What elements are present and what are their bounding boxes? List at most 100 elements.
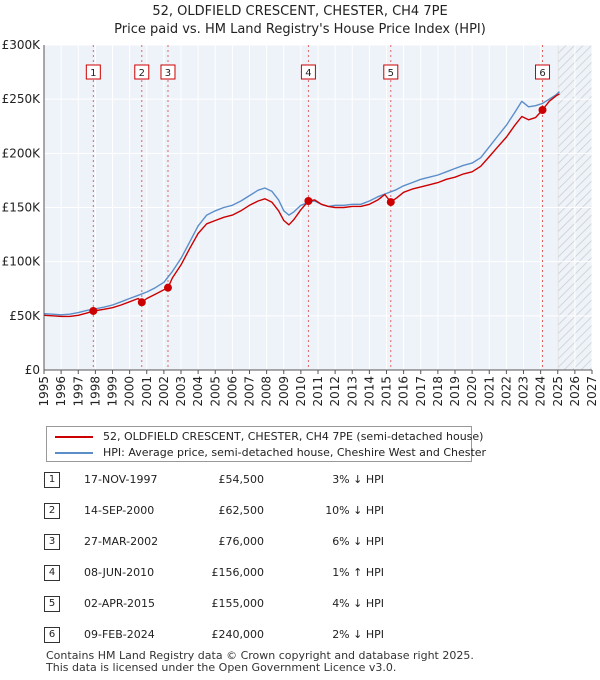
x-tick-label: 2007 bbox=[243, 376, 257, 407]
sale-hpi-diff: 6% ↓ HPI bbox=[332, 535, 384, 548]
sale-hpi-diff: 4% ↓ HPI bbox=[332, 597, 384, 610]
footer-copyright: Contains HM Land Registry data © Crown c… bbox=[46, 649, 474, 662]
sale-number-box bbox=[383, 64, 399, 80]
sale-row: 5 02-APR-2015 £155,000 4% ↓ HPI bbox=[44, 594, 564, 614]
sale-date: 27-MAR-2002 bbox=[84, 535, 159, 548]
sale-point bbox=[538, 106, 547, 114]
sale-hpi-diff: 10% ↓ HPI bbox=[325, 504, 384, 517]
y-tick-label: £0 bbox=[25, 363, 40, 377]
sale-number-badge: 2 bbox=[44, 503, 60, 519]
x-tick-label: 2016 bbox=[397, 376, 411, 407]
legend-swatch-property bbox=[55, 436, 93, 438]
sale-row: 2 14-SEP-2000 £62,500 10% ↓ HPI bbox=[44, 501, 564, 521]
footer: Contains HM Land Registry data © Crown c… bbox=[46, 650, 474, 674]
sale-number-box bbox=[300, 64, 316, 80]
sale-number-badge: 3 bbox=[44, 534, 60, 550]
sale-number-label: 6 bbox=[539, 68, 545, 79]
sale-number-label: 3 bbox=[165, 68, 171, 79]
x-tick-label: 1999 bbox=[106, 376, 120, 407]
x-tick-label: 2000 bbox=[123, 376, 137, 407]
sale-number-box bbox=[85, 64, 101, 80]
sale-point bbox=[386, 198, 395, 207]
x-tick-label: 2010 bbox=[294, 376, 308, 407]
x-tick-label: 2008 bbox=[260, 376, 274, 407]
sale-hpi-diff: 1% ↑ HPI bbox=[332, 566, 384, 579]
sale-number-label: 2 bbox=[139, 68, 145, 79]
sale-row: 3 27-MAR-2002 £76,000 6% ↓ HPI bbox=[44, 532, 564, 552]
x-tick-label: 2015 bbox=[380, 376, 394, 407]
x-tick-label: 2018 bbox=[431, 376, 445, 407]
y-tick-label: £250K bbox=[2, 92, 42, 106]
sale-date: 08-JUN-2010 bbox=[84, 566, 155, 579]
sale-number-badge: 1 bbox=[44, 472, 60, 488]
sale-number-badge: 6 bbox=[44, 627, 60, 643]
x-tick-label: 2021 bbox=[482, 376, 496, 407]
sale-date: 02-APR-2015 bbox=[84, 597, 156, 610]
x-tick-label: 2026 bbox=[568, 376, 582, 407]
x-tick-label: 2023 bbox=[517, 376, 531, 407]
x-tick-label: 2017 bbox=[414, 376, 428, 407]
y-tick-label: £300K bbox=[2, 38, 42, 52]
sale-number-badge: 5 bbox=[44, 596, 60, 612]
legend-item-property: 52, OLDFIELD CRESCENT, CHESTER, CH4 7PE … bbox=[55, 429, 483, 445]
sale-number-label: 1 bbox=[90, 68, 96, 79]
sale-point bbox=[304, 197, 313, 205]
sale-number-box bbox=[160, 64, 176, 80]
x-tick-label: 2014 bbox=[362, 376, 376, 407]
x-tick-label: 2019 bbox=[448, 376, 462, 407]
x-tick-label: 2002 bbox=[157, 376, 171, 407]
sale-point bbox=[163, 283, 172, 292]
x-tick-label: 2012 bbox=[328, 376, 342, 407]
sale-number-badge: 4 bbox=[44, 565, 60, 581]
chart-title: 52, OLDFIELD CRESCENT, CHESTER, CH4 7PE … bbox=[0, 3, 600, 39]
sale-hpi-diff: 3% ↓ HPI bbox=[332, 473, 384, 486]
legend: 52, OLDFIELD CRESCENT, CHESTER, CH4 7PE … bbox=[46, 426, 486, 462]
x-tick-label: 2022 bbox=[499, 376, 513, 407]
sale-price: £62,500 bbox=[218, 504, 265, 517]
sale-price: £156,000 bbox=[211, 566, 265, 579]
sale-date: 09-FEB-2024 bbox=[84, 628, 155, 641]
y-tick-label: £100K bbox=[2, 255, 42, 269]
x-tick-label: 2027 bbox=[585, 376, 599, 407]
sale-date: 17-NOV-1997 bbox=[84, 473, 158, 486]
x-tick-label: 1996 bbox=[54, 376, 68, 407]
sale-point bbox=[89, 306, 98, 315]
sale-number-label: 5 bbox=[388, 68, 394, 79]
sale-price: £155,000 bbox=[211, 597, 265, 610]
chart-subtitle: Price paid vs. HM Land Registry's House … bbox=[114, 22, 486, 37]
x-tick-label: 2004 bbox=[191, 376, 205, 407]
x-tick-label: 2006 bbox=[225, 376, 239, 407]
sale-number-box bbox=[134, 64, 150, 80]
sale-row: 6 09-FEB-2024 £240,000 2% ↓ HPI bbox=[44, 625, 564, 645]
sale-date: 14-SEP-2000 bbox=[84, 504, 155, 517]
x-tick-label: 1995 bbox=[37, 376, 51, 407]
x-tick-label: 2009 bbox=[277, 376, 291, 407]
y-tick-label: £50K bbox=[9, 309, 41, 323]
price-chart: 1 2 3 4 5 6 £0 £50K £100K £150K £200K £250K £300K 19… bbox=[2, 38, 599, 407]
sale-number-box bbox=[535, 64, 551, 80]
sale-hpi-diff: 2% ↓ HPI bbox=[332, 628, 384, 641]
x-tick-label: 2005 bbox=[208, 376, 222, 407]
legend-item-hpi: HPI: Average price, semi-detached house,… bbox=[55, 445, 486, 461]
sale-price: £240,000 bbox=[211, 628, 265, 641]
x-tick-label: 2003 bbox=[174, 376, 188, 407]
legend-label-hpi: HPI: Average price, semi-detached house,… bbox=[103, 446, 487, 459]
sale-price: £54,500 bbox=[218, 473, 265, 486]
y-tick-label: £150K bbox=[2, 201, 42, 215]
x-tick-label: 1997 bbox=[71, 376, 85, 407]
x-tick-label: 2020 bbox=[465, 376, 479, 407]
legend-swatch-hpi bbox=[55, 452, 93, 454]
legend-label-property: 52, OLDFIELD CRESCENT, CHESTER, CH4 7PE … bbox=[103, 430, 484, 443]
sale-number-label: 4 bbox=[305, 68, 311, 79]
sale-row: 4 08-JUN-2010 £156,000 1% ↑ HPI bbox=[44, 563, 564, 583]
x-tick-label: 2001 bbox=[140, 376, 154, 407]
x-tick-label: 1998 bbox=[88, 376, 102, 407]
x-tick-label: 2024 bbox=[534, 376, 548, 407]
sale-point bbox=[137, 298, 146, 307]
y-tick-label: £200K bbox=[2, 146, 42, 160]
x-tick-label: 2011 bbox=[311, 376, 325, 407]
sale-price: £76,000 bbox=[218, 535, 265, 548]
chart-title-text: 52, OLDFIELD CRESCENT, CHESTER, CH4 7PE bbox=[152, 4, 448, 19]
x-tick-label: 2013 bbox=[345, 376, 359, 407]
sale-row: 1 17-NOV-1997 £54,500 3% ↓ HPI bbox=[44, 470, 564, 490]
